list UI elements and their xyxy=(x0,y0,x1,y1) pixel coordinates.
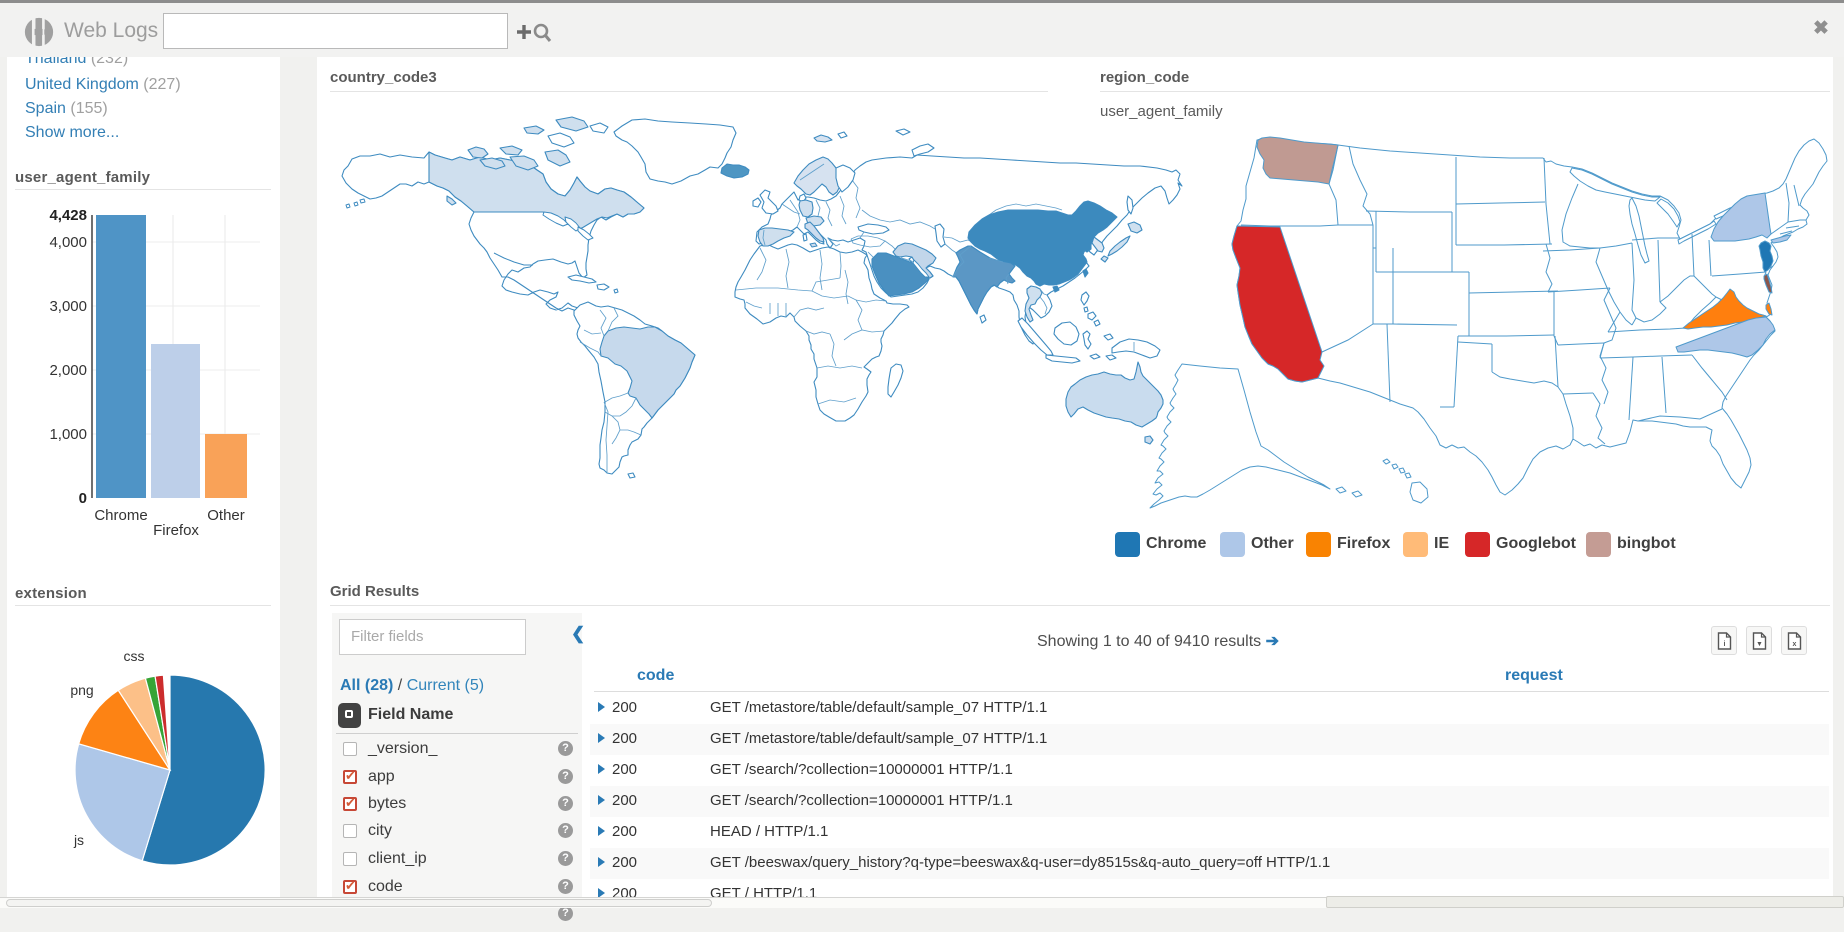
svg-text:▼: ▼ xyxy=(1756,641,1763,648)
svg-text:0: 0 xyxy=(79,490,87,507)
svg-text:i: i xyxy=(1723,641,1725,648)
svg-text:x: x xyxy=(1792,641,1796,648)
svg-text:js: js xyxy=(73,832,84,848)
svg-text:png: png xyxy=(70,682,93,698)
svg-text:4,428: 4,428 xyxy=(49,207,87,224)
svg-text:css: css xyxy=(124,648,145,664)
svg-text:4,000: 4,000 xyxy=(49,234,87,251)
svg-text:Chrome: Chrome xyxy=(94,507,147,524)
svg-text:2,000: 2,000 xyxy=(49,362,87,379)
svg-text:Other: Other xyxy=(207,507,245,524)
svg-text:Firefox: Firefox xyxy=(153,522,199,539)
svg-text:1,000: 1,000 xyxy=(49,426,87,443)
svg-text:3,000: 3,000 xyxy=(49,298,87,315)
